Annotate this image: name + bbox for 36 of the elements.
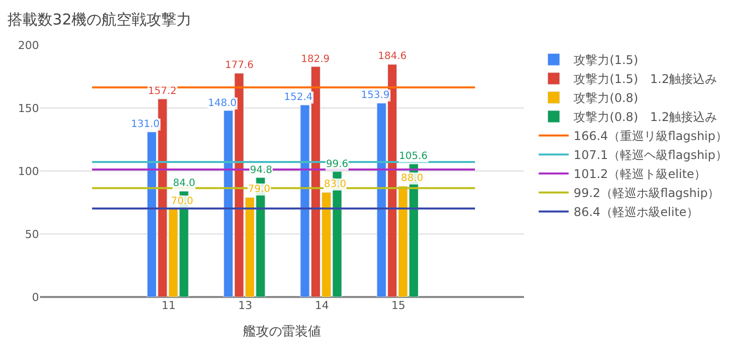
data-label: 99.6 <box>326 159 348 170</box>
data-label: 84.0 <box>173 178 196 189</box>
data-label: 79.0 <box>248 184 270 195</box>
legend-label: 攻撃力(0.8) <box>574 91 638 106</box>
data-label: 182.9 <box>301 54 330 65</box>
x-tick-label: 13 <box>238 299 252 312</box>
x-tick-label: 15 <box>391 299 406 312</box>
y-tick-label: 200 <box>18 38 39 52</box>
data-label: 148.0 <box>208 98 237 109</box>
y-tick-label: 100 <box>18 164 39 178</box>
y-tick-label: 0 <box>32 290 39 304</box>
y-tick-label: 50 <box>25 228 39 241</box>
data-label: 131.0 <box>131 119 160 130</box>
data-label: 70.0 <box>171 196 194 207</box>
data-label: 94.8 <box>250 165 272 176</box>
legend-label: 99.2（軽巡ホ級flagship） <box>574 186 720 200</box>
data-label: 105.6 <box>399 151 428 162</box>
data-label: 157.2 <box>148 86 177 97</box>
data-label: 177.6 <box>225 60 254 71</box>
data-label: 153.9 <box>361 90 390 101</box>
legend-label: 166.4（重巡リ級flagship） <box>574 129 728 144</box>
legend-label: 攻撃力(1.5) 1.2触接込み <box>574 72 718 86</box>
data-label: 184.6 <box>378 51 407 62</box>
legend-label: 86.4（軽巡ホ級elite） <box>574 205 699 220</box>
legend-label: 101.2（軽巡ト級elite） <box>574 167 706 182</box>
data-label: 152.4 <box>284 92 313 103</box>
x-tick-label: 11 <box>162 299 176 312</box>
chart-title: 搭載数32機の航空戦攻撃力 <box>8 10 192 28</box>
x-axis-title: 艦攻の雷装値 <box>243 324 321 340</box>
legend-label: 攻撃力(1.5) <box>574 53 638 68</box>
legend-label: 攻撃力(0.8) 1.2触接込み <box>574 110 718 124</box>
data-label: 83.0 <box>324 179 346 190</box>
x-tick-label: 14 <box>314 299 329 312</box>
data-label: 88.0 <box>401 173 424 184</box>
y-tick-label: 150 <box>18 102 39 115</box>
legend-label: 107.1（軽巡ヘ級flagship） <box>574 148 728 162</box>
